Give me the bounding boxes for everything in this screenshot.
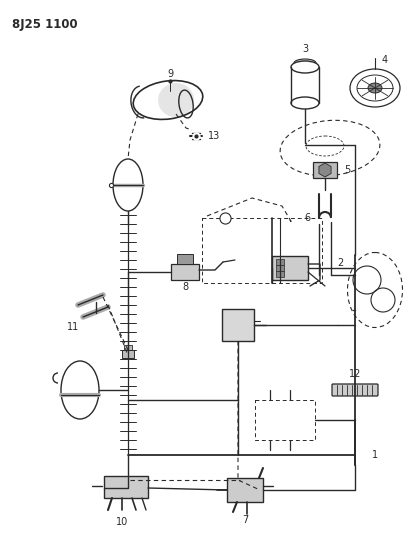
Bar (171, 264, 199, 280)
Text: 9: 9 (167, 69, 173, 79)
Text: 5: 5 (344, 165, 350, 175)
Bar (313, 162, 337, 178)
Bar (255, 400, 315, 440)
Text: 11: 11 (67, 322, 79, 332)
Bar (222, 309, 254, 341)
Bar (177, 254, 193, 264)
Bar (272, 256, 308, 280)
Text: 12: 12 (349, 369, 361, 379)
Text: 6: 6 (304, 213, 310, 223)
Ellipse shape (291, 97, 319, 109)
Text: 10: 10 (116, 517, 128, 527)
Ellipse shape (158, 83, 194, 117)
Bar (227, 478, 263, 502)
Bar (104, 476, 148, 498)
Text: 8: 8 (182, 282, 188, 292)
Bar (202, 218, 322, 283)
Text: 7: 7 (242, 515, 248, 525)
Ellipse shape (294, 59, 316, 67)
Bar (122, 350, 134, 358)
Text: 1: 1 (372, 450, 378, 460)
Text: 3: 3 (302, 44, 308, 54)
Ellipse shape (291, 61, 319, 73)
Ellipse shape (368, 83, 382, 93)
Bar (124, 345, 132, 350)
FancyBboxPatch shape (332, 384, 378, 396)
Bar (276, 271, 284, 277)
Text: 8J25 1100: 8J25 1100 (12, 18, 78, 31)
Text: 13: 13 (208, 131, 220, 141)
Text: 2: 2 (337, 258, 343, 268)
Bar (276, 265, 284, 271)
Bar (276, 259, 284, 265)
Text: 4: 4 (382, 55, 388, 65)
